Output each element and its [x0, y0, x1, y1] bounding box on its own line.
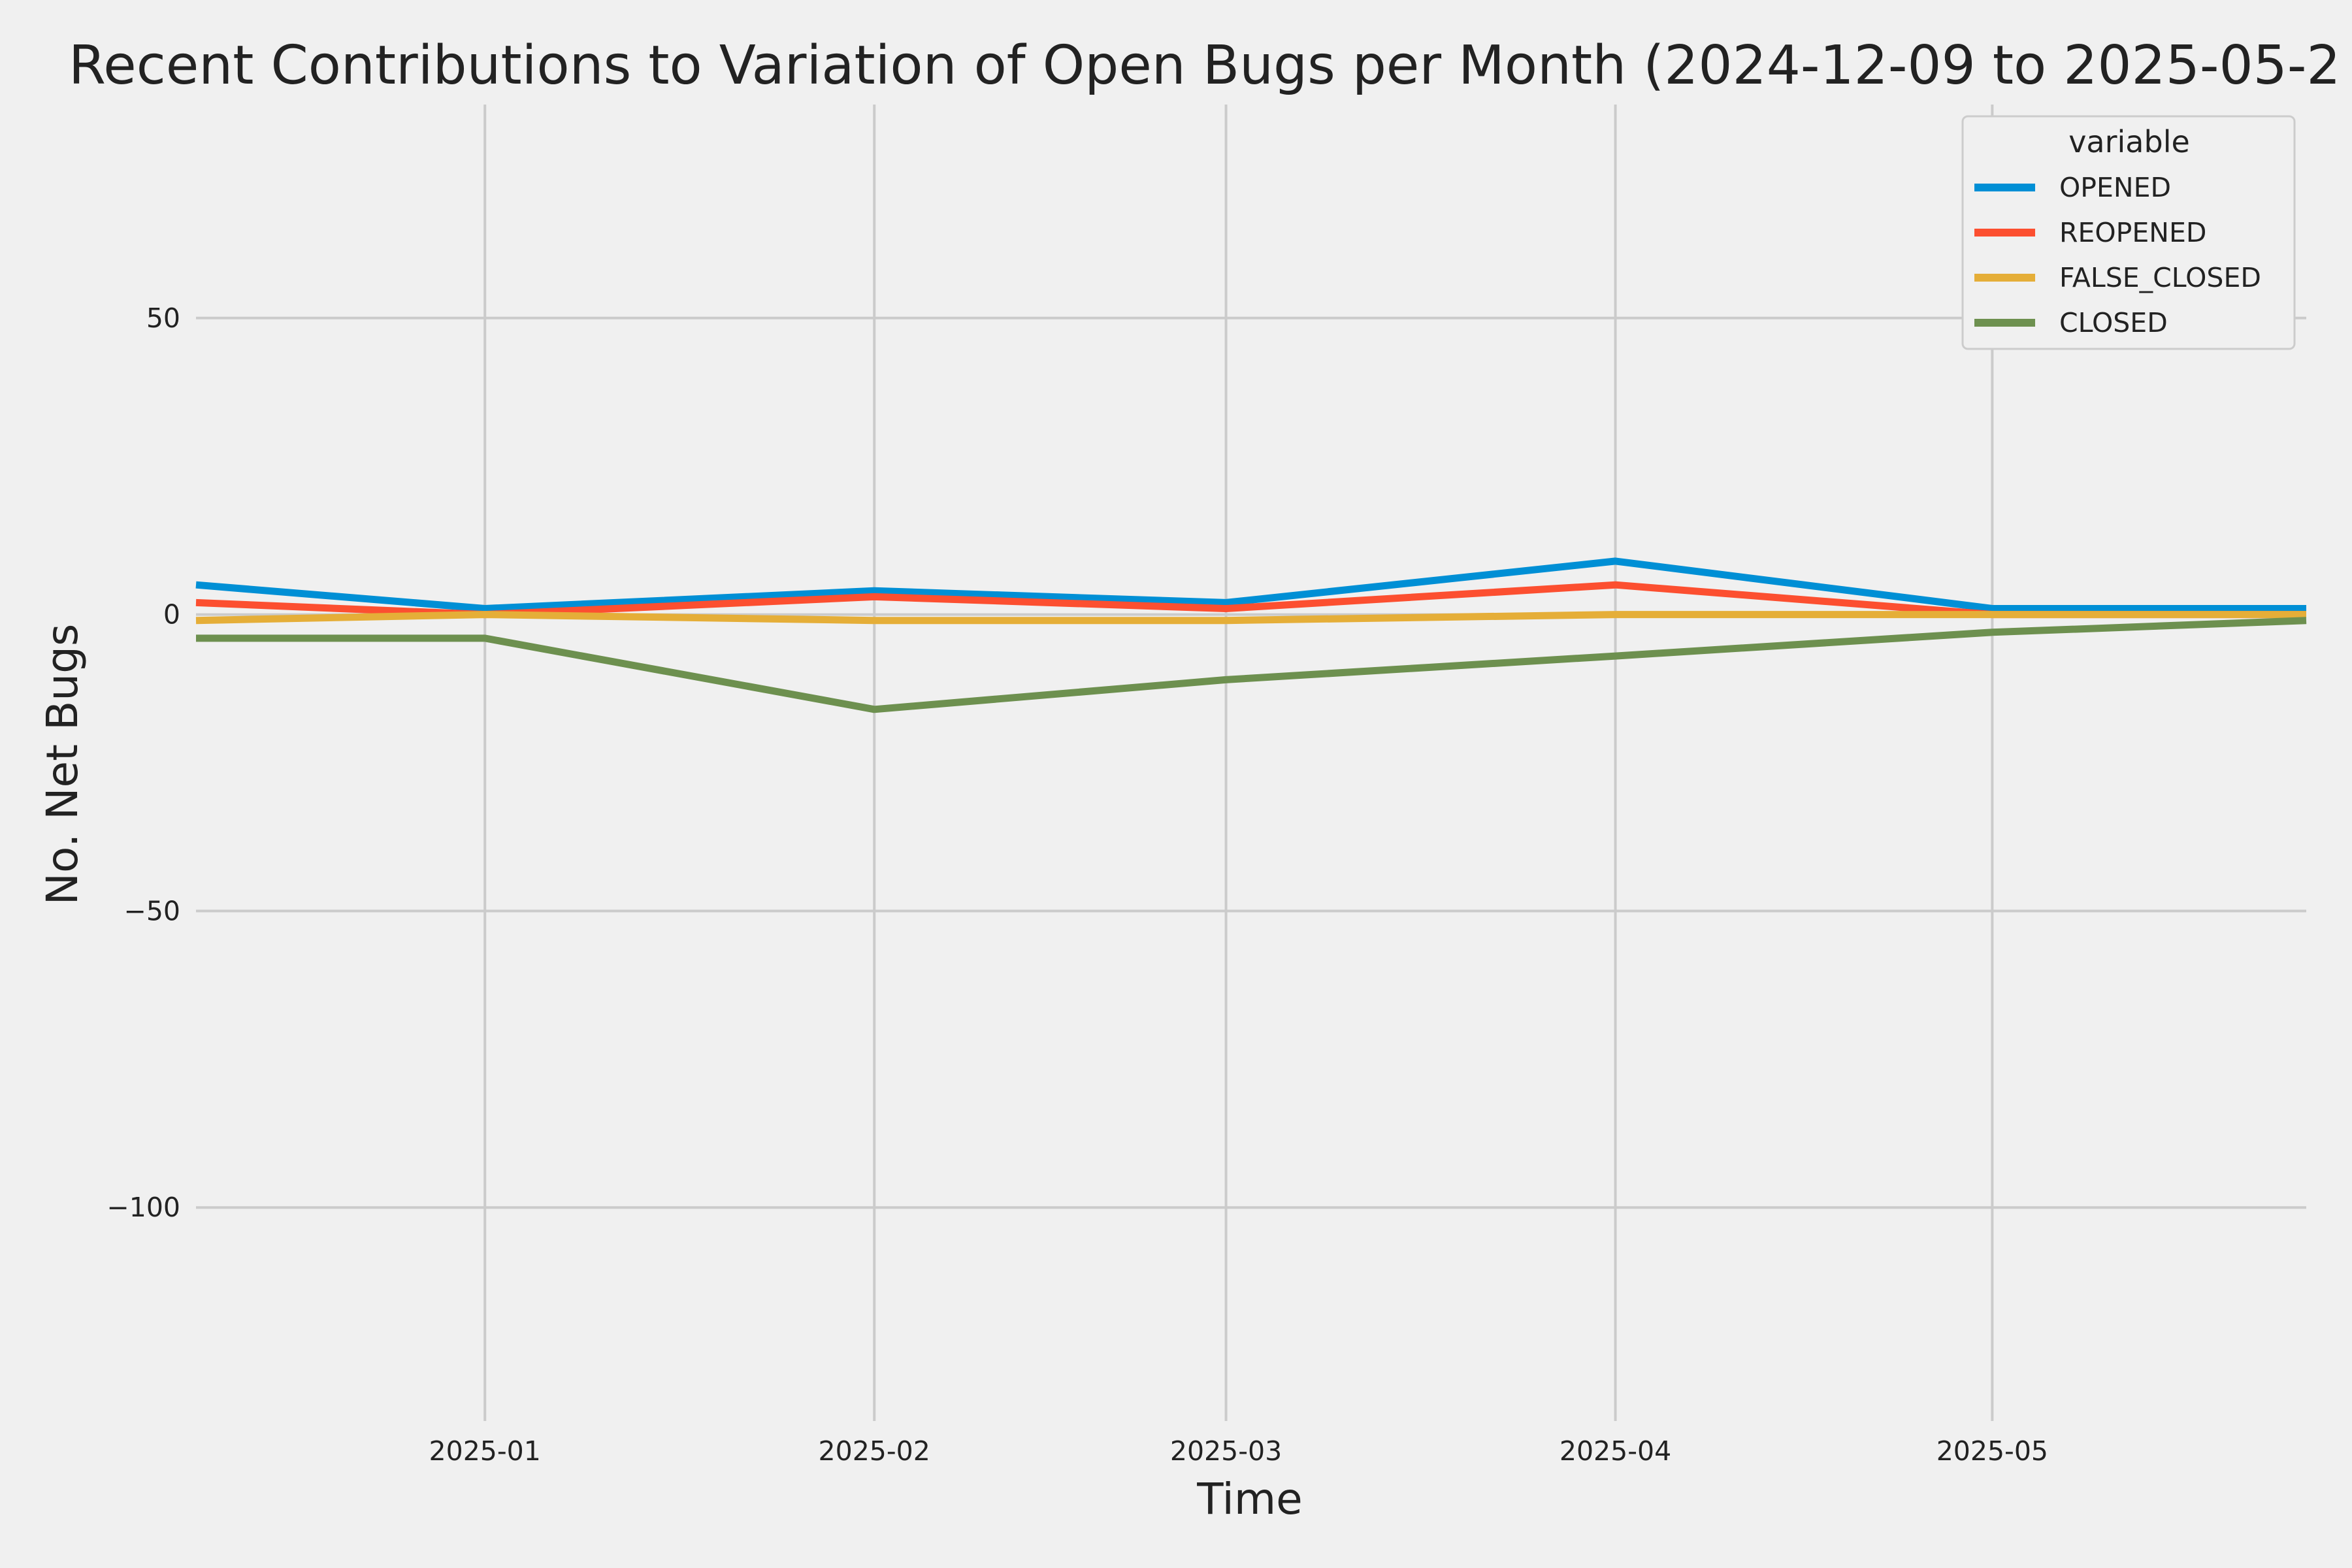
y-tick-label: −100	[106, 1192, 180, 1223]
legend-label: REOPENED	[2059, 217, 2206, 248]
series-lines	[195, 557, 2307, 713]
legend-box	[1961, 115, 2296, 350]
series-line-closed	[196, 617, 2307, 713]
legend-label: FALSE_CLOSED	[2059, 262, 2261, 293]
x-axis-label: Time	[1196, 1474, 1303, 1524]
tick-labels: 2025-01 2025-02 2025-03 2025-04 2025-05 50 0 −5…	[106, 302, 2048, 1467]
legend: variable OPENED REOPENED FALSE_CLOSED CLOSE…	[1961, 115, 2296, 350]
legend-label: CLOSED	[2059, 307, 2168, 338]
legend-entries: OPENED REOPENED FALSE_CLOSED CLOSED	[1974, 172, 2261, 338]
x-tick-label: 2025-05	[1936, 1435, 2048, 1467]
x-tick-label: 2025-01	[429, 1435, 541, 1467]
y-tick-label: −50	[123, 895, 180, 926]
y-axis-label: No. Net Bugs	[37, 624, 88, 906]
series-line-opened	[195, 557, 2306, 612]
x-tick-label: 2025-03	[1170, 1435, 1282, 1467]
x-tick-label: 2025-02	[819, 1435, 930, 1467]
series-line-false-closed	[195, 611, 2306, 625]
legend-title: variable	[2068, 124, 2190, 159]
x-tick-label: 2025-04	[1560, 1435, 1671, 1467]
legend-label: OPENED	[2059, 172, 2171, 203]
chart-title: Recent Contributions to Variation of Ope…	[69, 35, 2341, 97]
y-tick-label: 50	[146, 302, 180, 334]
y-tick-label: 0	[163, 599, 180, 630]
